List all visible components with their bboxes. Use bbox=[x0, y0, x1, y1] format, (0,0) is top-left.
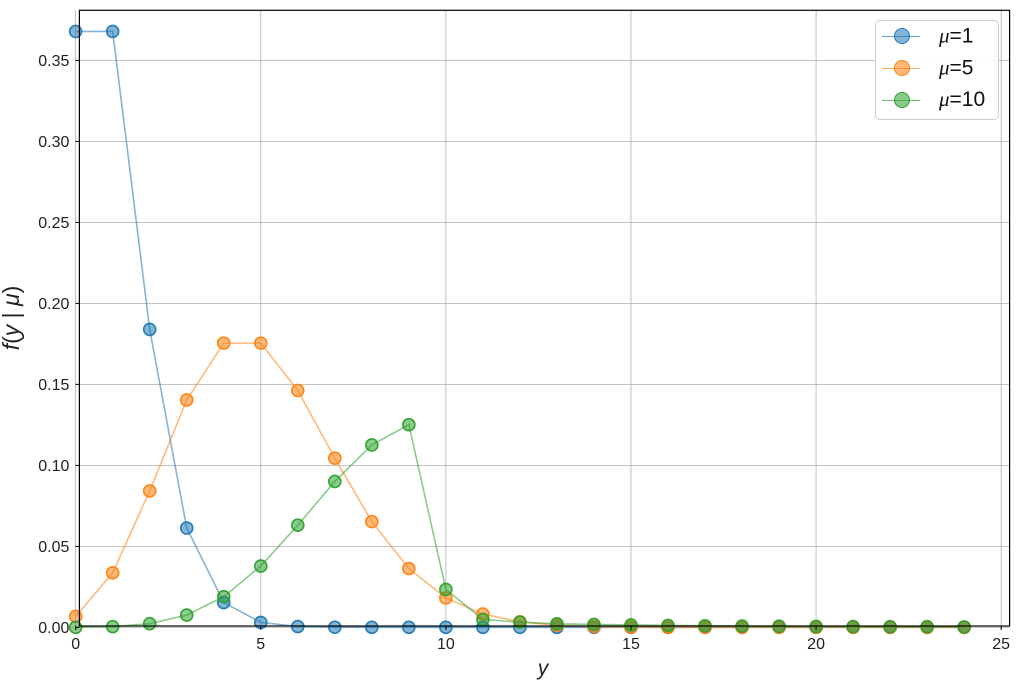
svg-text:0.00: 0.00 bbox=[38, 620, 69, 637]
svg-text:y: y bbox=[536, 657, 550, 680]
svg-text:0: 0 bbox=[71, 636, 80, 653]
svg-text:0.10: 0.10 bbox=[38, 458, 69, 475]
svg-text:0.30: 0.30 bbox=[38, 134, 69, 151]
svg-text:10: 10 bbox=[437, 636, 455, 653]
svg-text:20: 20 bbox=[807, 636, 825, 653]
svg-text:0.35: 0.35 bbox=[38, 53, 69, 70]
svg-text:25: 25 bbox=[992, 636, 1010, 653]
svg-text:0.15: 0.15 bbox=[38, 377, 69, 394]
svg-text:f(y | μ): f(y | μ) bbox=[0, 286, 24, 351]
svg-text:0.20: 0.20 bbox=[38, 296, 69, 313]
svg-text:0.05: 0.05 bbox=[38, 539, 69, 556]
svg-text:0.25: 0.25 bbox=[38, 215, 69, 232]
svg-text:5: 5 bbox=[256, 636, 265, 653]
svg-text:15: 15 bbox=[622, 636, 640, 653]
